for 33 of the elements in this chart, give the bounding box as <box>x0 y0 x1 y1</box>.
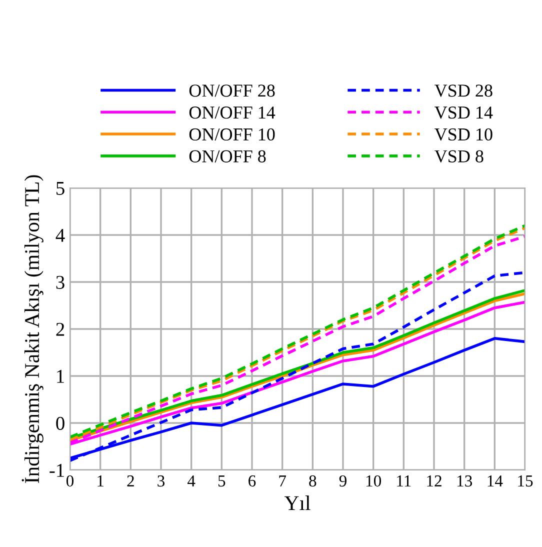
y-tick-label: 2 <box>56 322 64 336</box>
x-tick-label: 6 <box>248 475 256 487</box>
x-tick-label: 14 <box>488 475 503 486</box>
legend-label: VSD 8 <box>434 150 484 163</box>
x-tick-label: 4 <box>187 475 196 486</box>
x-tick-label: 15 <box>518 475 533 487</box>
y-tick-label: 0 <box>56 416 64 430</box>
y-axis-title: İndirgenmiş Nakit Akışı (milyon TL) <box>22 175 44 483</box>
x-tick-label: 2 <box>127 475 134 486</box>
legend-label: ON/OFF 8 <box>189 150 266 162</box>
x-tick-label: 8 <box>309 475 316 487</box>
x-tick-label: 12 <box>427 475 442 486</box>
x-tick-label: 13 <box>457 475 472 487</box>
x-tick-label: 5 <box>218 476 226 487</box>
x-tick-label: 9 <box>339 475 346 487</box>
y-tick-label: 5 <box>56 182 64 195</box>
legend-label: ON/OFF 28 <box>189 84 275 97</box>
x-tick-label: 7 <box>279 476 286 486</box>
x-tick-label: 10 <box>366 475 382 487</box>
y-tick-label: 3 <box>56 276 64 289</box>
x-tick-label: 3 <box>158 475 165 487</box>
y-tick-label: 4 <box>56 228 65 242</box>
legend-label: VSD 14 <box>434 106 493 119</box>
legend-label: ON/OFF 14 <box>189 106 276 119</box>
legend-label: VSD 28 <box>434 84 492 97</box>
legend-label: ON/OFF 10 <box>189 128 275 141</box>
x-tick-label: 11 <box>397 475 411 486</box>
x-axis-title: Yıl <box>284 496 310 510</box>
legend-label: VSD 10 <box>434 128 492 141</box>
x-tick-label: 1 <box>98 475 104 486</box>
x-tick-label: 0 <box>66 475 74 487</box>
y-tick-label: 1 <box>57 370 64 383</box>
y-tick-label: -1 <box>50 464 64 477</box>
